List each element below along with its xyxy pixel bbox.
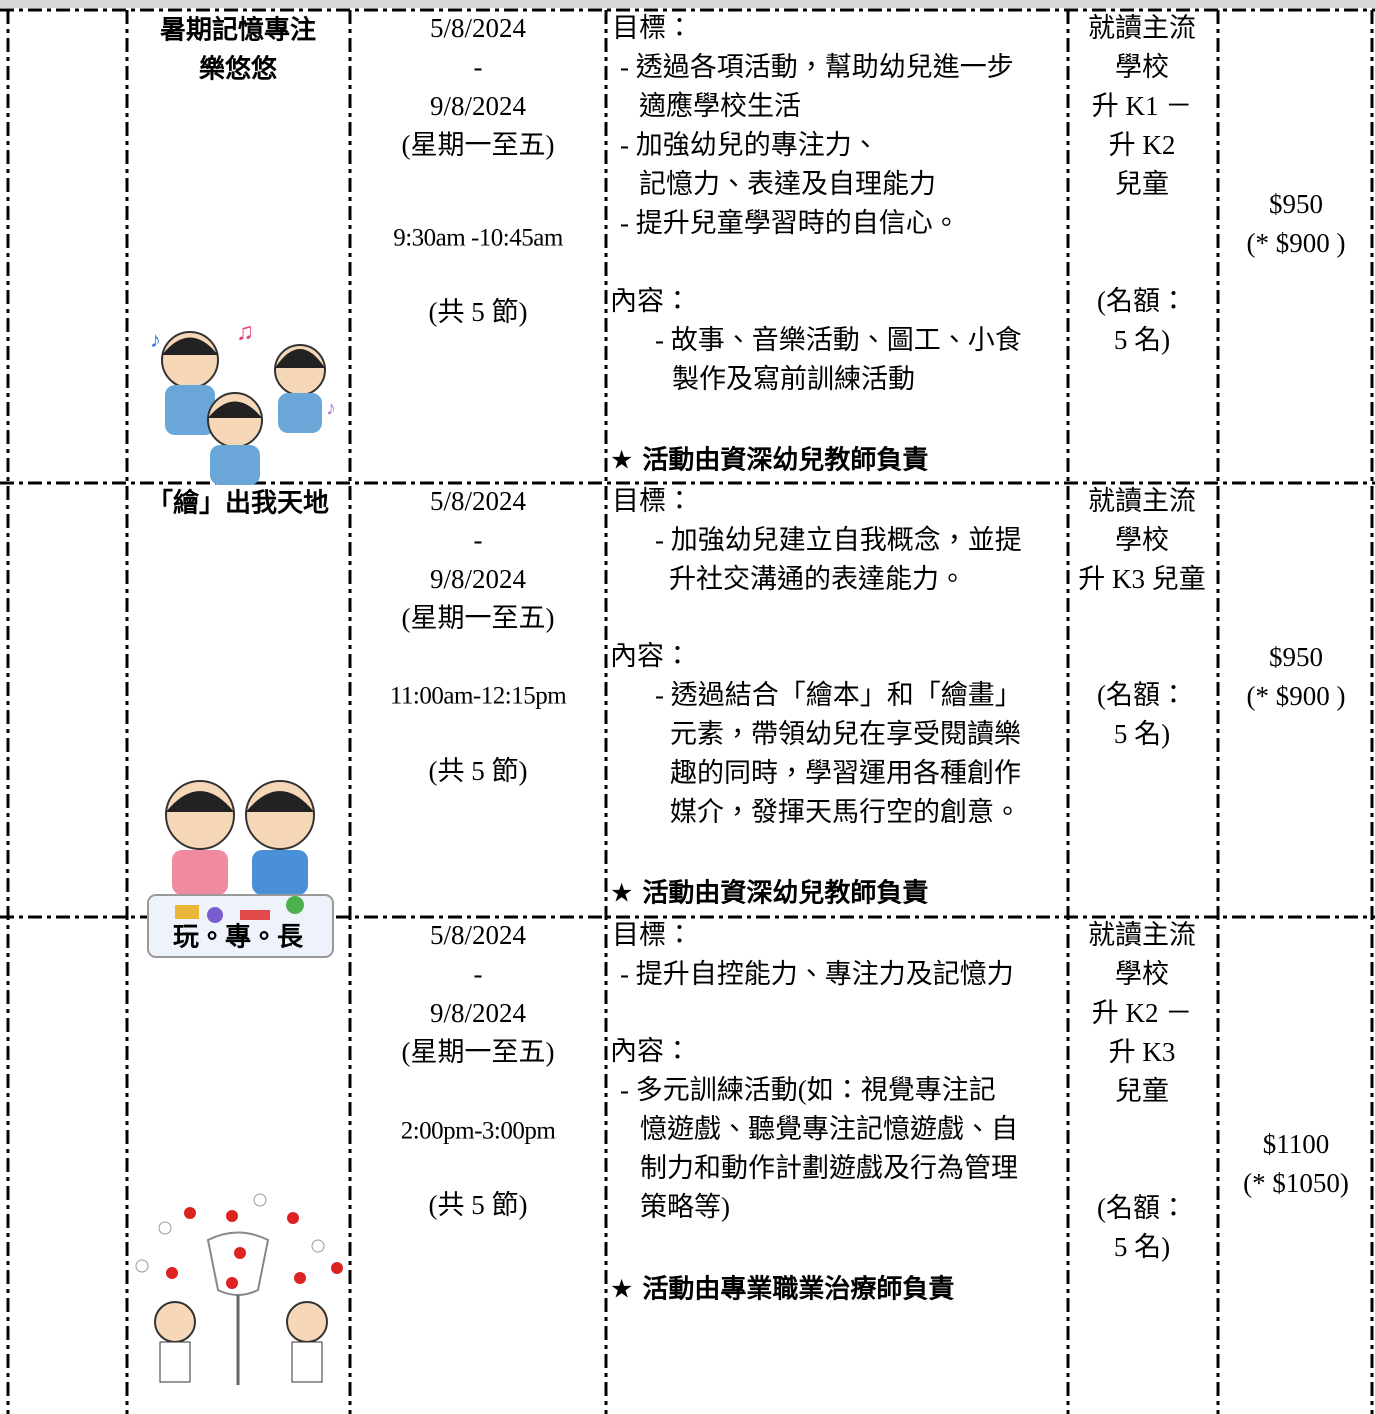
price: $950 [1269, 189, 1323, 219]
quota-line: (名額： [1097, 1193, 1187, 1223]
course-note: ★ 活動由資深幼兒教師負責 [610, 878, 928, 909]
course-name: 「繪」出我天地 [147, 488, 329, 519]
svg-text:♪: ♪ [150, 327, 161, 352]
course-note: ★ 活動由專業職業治療師負責 [610, 1275, 954, 1305]
content-line: - 多元訓練活動(如：視覺專注記 [620, 1075, 996, 1105]
goal-line: 適應學校生活 [639, 91, 801, 121]
course-name: 樂悠悠 [198, 54, 277, 85]
eligibility-line: 學校 [1115, 959, 1169, 989]
eligibility-line: 升 K3 [1109, 1037, 1176, 1067]
content-line: - 透過結合「繪本」和「繪畫」 [655, 680, 1022, 710]
eligibility-line: 升 K2 [1109, 130, 1176, 160]
course-date: 5/8/2024 [430, 13, 527, 43]
quota-line: 5 名) [1114, 325, 1170, 355]
course-date: 9/8/2024 [430, 564, 527, 594]
quota-line: 5 名) [1114, 1232, 1170, 1262]
eligibility-line: 兒童 [1115, 169, 1169, 199]
course-note: ★ 活動由資深幼兒教師負責 [610, 445, 928, 476]
svg-text:♪: ♪ [326, 398, 336, 420]
course-date: (星期一至五) [402, 1037, 555, 1067]
price: $1100 [1263, 1129, 1330, 1159]
eligibility-line: 學校 [1115, 52, 1169, 82]
course-date: (星期一至五) [402, 603, 555, 633]
content-label: 內容： [610, 286, 691, 316]
course-date: 5/8/2024 [430, 486, 527, 516]
goals-label: 目標： [612, 13, 693, 43]
course-date: - [474, 525, 483, 555]
illustration-dancing-kids: ♪ ♫ ♪ [150, 320, 336, 485]
goal-line: 記憶力、表達及自理能力 [639, 169, 936, 199]
content-line: 元素，帶領幼兒在享受閱讀樂 [670, 719, 1021, 749]
quota-line: (名額： [1097, 680, 1187, 710]
course-date: (星期一至五) [402, 130, 555, 160]
course-sessions: (共 5 節) [429, 756, 528, 786]
eligibility-line: 就讀主流 [1088, 13, 1196, 43]
course-date: 5/8/2024 [430, 920, 527, 950]
eligibility-line: 就讀主流 [1088, 920, 1196, 950]
content-line: 憶遊戲、聽覺專注記憶遊戲、自 [640, 1114, 1018, 1144]
goal-line: 升社交溝通的表達能力。 [669, 564, 966, 594]
goal-line: - 透過各項活動，幫助幼兒進一步 [620, 52, 1014, 82]
illustration-drawing-kids [147, 780, 334, 958]
illustration-ball-game [135, 1193, 343, 1385]
course-date: - [474, 959, 483, 989]
goal-line: - 提升兒童學習時的自信心。 [620, 208, 960, 238]
price: $950 [1269, 642, 1323, 672]
content-label: 內容： [610, 641, 691, 671]
course-date: - [474, 52, 483, 82]
quota-line: (名額： [1097, 286, 1187, 316]
course-date: 9/8/2024 [430, 998, 527, 1028]
course-time: 2:00pm-3:00pm [401, 1118, 557, 1145]
goal-line: - 加強幼兒建立自我概念，並提 [655, 525, 1022, 555]
eligibility-line: 升 K3 兒童 [1078, 564, 1206, 594]
discount-price: (* $900 ) [1247, 228, 1346, 258]
discount-price: (* $900 ) [1247, 681, 1346, 711]
goals-label: 目標： [612, 486, 693, 516]
eligibility-line: 學校 [1115, 525, 1169, 555]
quota-line: 5 名) [1114, 719, 1170, 749]
course-sessions: (共 5 節) [429, 1190, 528, 1220]
content-line: 製作及寫前訓練活動 [672, 364, 915, 394]
svg-text:♫: ♫ [236, 320, 254, 346]
eligibility-line: 升 K1 － [1092, 91, 1193, 121]
eligibility-line: 就讀主流 [1088, 486, 1196, 516]
content-label: 內容： [610, 1036, 691, 1066]
top-band [0, 0, 1375, 8]
discount-price: (* $1050) [1243, 1168, 1349, 1198]
course-name: 暑期記憶專注 [160, 15, 316, 46]
content-line: 策略等) [640, 1192, 730, 1222]
course-sessions: (共 5 節) [429, 297, 528, 327]
course-time: 11:00am-12:15pm [390, 683, 567, 710]
eligibility-line: 升 K2 － [1092, 998, 1193, 1028]
content-line: 媒介，發揮天馬行空的創意。 [670, 797, 1021, 827]
course-time: 9:30am -10:45am [393, 225, 564, 252]
goal-line: - 加強幼兒的專注力、 [620, 130, 879, 160]
eligibility-line: 兒童 [1115, 1076, 1169, 1106]
content-line: 趣的同時，學習運用各種創作 [670, 758, 1021, 788]
course-date: 9/8/2024 [430, 91, 527, 121]
content-line: - 故事、音樂活動、圖工、小食 [655, 325, 1022, 355]
goal-line: - 提升自控能力、專注力及記憶力 [620, 959, 1014, 989]
goals-label: 目標： [612, 920, 693, 950]
course-name: 玩。專。長 [173, 923, 304, 953]
content-line: 制力和動作計劃遊戲及行為管理 [640, 1153, 1018, 1183]
